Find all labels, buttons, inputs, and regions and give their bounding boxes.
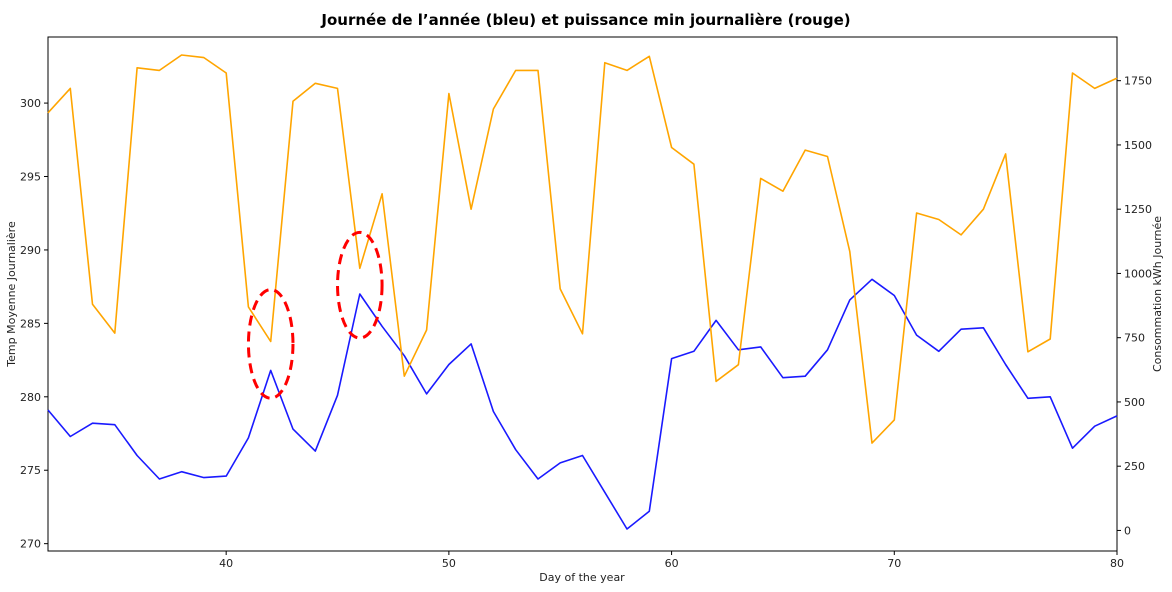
chart-title: Journée de l’année (bleu) et puissance m… <box>320 11 850 29</box>
y-left-tick-label: 290 <box>20 244 41 257</box>
y-right-tick-label: 1500 <box>1124 139 1152 152</box>
y-right-tick-label: 1000 <box>1124 267 1152 280</box>
x-tick-label: 50 <box>442 557 456 570</box>
y-right-tick-label: 750 <box>1124 332 1145 345</box>
x-tick-label: 80 <box>1110 557 1124 570</box>
plot-frame <box>47 36 1118 552</box>
y-right-tick-label: 1750 <box>1124 75 1152 88</box>
x-axis: 40 50 60 70 80 <box>219 551 1124 570</box>
y-left-tick-label: 285 <box>20 317 41 330</box>
consumption-series-line <box>47 54 1118 444</box>
x-tick-label: 70 <box>887 557 901 570</box>
y-axis-right: 0 250 500 750 1000 1250 1500 1750 <box>1117 75 1152 537</box>
y-axis-right-label: Consommation kWh Journée <box>1151 216 1164 372</box>
y-right-tick-label: 0 <box>1124 524 1131 537</box>
y-axis-left-label: Temp Moyenne Journalière <box>5 221 18 368</box>
y-left-tick-label: 300 <box>20 97 41 110</box>
y-left-tick-label: 270 <box>20 538 41 551</box>
temperature-series-line <box>47 278 1118 530</box>
highlight-ellipse-1 <box>246 288 295 400</box>
highlight-ellipse-2 <box>336 230 384 340</box>
y-left-tick-label: 280 <box>20 391 41 404</box>
series-layer <box>47 54 1118 530</box>
annotation-layer <box>246 230 384 400</box>
x-tick-label: 40 <box>219 557 233 570</box>
y-right-tick-label: 500 <box>1124 396 1145 409</box>
y-right-tick-label: 250 <box>1124 460 1145 473</box>
x-tick-label: 60 <box>665 557 679 570</box>
y-left-tick-label: 295 <box>20 171 41 184</box>
x-axis-label: Day of the year <box>539 571 625 584</box>
y-left-tick-label: 275 <box>20 464 41 477</box>
y-right-tick-label: 1250 <box>1124 203 1152 216</box>
y-axis-left: 270 275 280 285 290 295 300 <box>20 97 48 551</box>
